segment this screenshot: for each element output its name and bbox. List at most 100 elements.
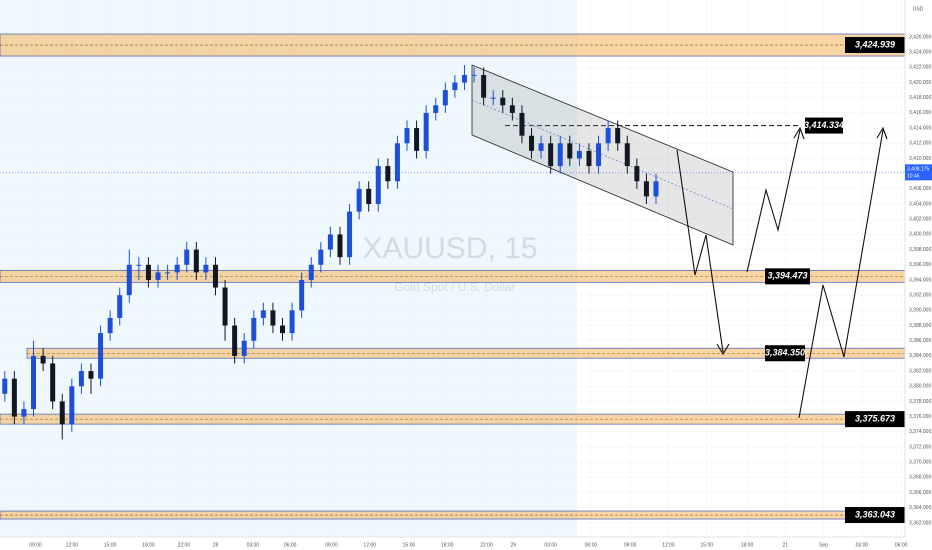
y-tick-label: 3,420.000 xyxy=(909,80,931,86)
price-axis xyxy=(905,0,932,550)
candle-body xyxy=(634,166,640,182)
candle-body xyxy=(299,279,305,311)
y-tick-label: 3,362.000 xyxy=(909,520,931,526)
y-tick-label: 3,398.000 xyxy=(909,247,931,253)
y-tick-label: 3,394.000 xyxy=(909,277,931,283)
currency: USD xyxy=(913,6,924,12)
candle-body xyxy=(78,371,84,387)
candle-body xyxy=(567,143,573,159)
candle-body xyxy=(615,128,621,144)
y-tick-label: 3,424.000 xyxy=(909,49,931,55)
candle-body xyxy=(356,188,362,212)
level-label: 3,363.043 xyxy=(855,509,895,519)
arrow-head xyxy=(876,126,888,140)
level-label-box xyxy=(805,117,843,134)
x-tick-label: 03:00 xyxy=(247,542,260,548)
candle-body xyxy=(471,74,477,76)
candle-body xyxy=(394,143,400,182)
x-tick-label: 15:00 xyxy=(104,542,117,548)
x-tick-label: 09:00 xyxy=(325,542,338,548)
arrow-head xyxy=(793,126,805,140)
candle-body xyxy=(98,333,104,379)
candle-body xyxy=(40,355,46,364)
candle-body xyxy=(318,249,324,265)
last-price-label: 3,408.175 xyxy=(907,167,929,173)
x-tick-label: 09:00 xyxy=(29,542,42,548)
candle-body xyxy=(203,264,209,273)
level-label-box xyxy=(845,507,905,524)
y-tick-label: 3,372.000 xyxy=(909,444,931,450)
candle-body xyxy=(404,128,410,144)
y-tick-label: 3,422.000 xyxy=(909,65,931,71)
level-label-box xyxy=(765,345,805,362)
candle-body xyxy=(366,188,372,205)
projection-path xyxy=(676,149,724,353)
x-tick-label: 06:00 xyxy=(895,542,908,548)
y-tick-label: 3,378.000 xyxy=(909,399,931,405)
zones xyxy=(0,33,906,520)
candle-body xyxy=(548,143,554,167)
y-tick-label: 3,364.000 xyxy=(909,505,931,511)
x-tick-label: 06:00 xyxy=(585,542,598,548)
candle-body xyxy=(136,264,142,266)
candle-body xyxy=(50,363,56,402)
x-tick-label: 18:00 xyxy=(441,542,454,548)
y-tick-label: 3,374.000 xyxy=(909,429,931,435)
candle-body xyxy=(155,272,161,280)
candle-body xyxy=(117,295,123,318)
x-tick-label: 12:00 xyxy=(363,542,376,548)
x-tick-label: 15:00 xyxy=(403,542,416,548)
candle-body xyxy=(481,74,487,98)
level-label: 3,384.350 xyxy=(765,348,805,358)
candle-body xyxy=(289,310,295,334)
last-price-box xyxy=(905,164,932,181)
candle-body xyxy=(308,264,314,280)
candle-body xyxy=(385,166,391,182)
x-tick-label: 03:00 xyxy=(544,542,557,548)
y-tick-label: 3,382.000 xyxy=(909,368,931,374)
arrow-head xyxy=(716,343,730,356)
candle-body xyxy=(222,287,228,326)
candle-body xyxy=(241,340,247,356)
level-label: 3,414.334 xyxy=(804,120,844,130)
candle-body xyxy=(423,112,429,151)
y-tick-label: 3,416.000 xyxy=(909,110,931,116)
candle-body xyxy=(174,264,180,273)
level-label: 3,394.473 xyxy=(767,271,807,281)
channel xyxy=(471,64,734,246)
axes: 3,362.000 3,364.000 3,366.000 3,368.000 3,37… xyxy=(29,34,932,548)
candle-body xyxy=(107,317,113,334)
y-tick-label: 3,396.000 xyxy=(909,262,931,268)
candle-body xyxy=(375,166,381,205)
candle-body xyxy=(232,325,238,356)
candle-body xyxy=(31,355,37,410)
candle-body xyxy=(251,317,257,341)
projections xyxy=(676,126,888,419)
level-labels: 3,424.939 3,394.473 3,384.350 3,375.673 3,36… xyxy=(765,37,905,524)
y-tick-label: 3,410.000 xyxy=(909,156,931,162)
candle-body xyxy=(586,150,592,167)
x-tick-label: 18:00 xyxy=(142,542,155,548)
candle-body xyxy=(145,264,151,280)
x-tick-label: 15:00 xyxy=(701,542,714,548)
level-label: 3,424.939 xyxy=(855,39,895,49)
candle-body xyxy=(21,409,27,417)
candle-body xyxy=(347,211,353,258)
channel-midline xyxy=(471,99,734,210)
candle-body xyxy=(280,325,286,334)
candle-body xyxy=(433,105,439,113)
x-tick-label: 09:00 xyxy=(624,542,637,548)
candle-body xyxy=(442,90,448,106)
projection-path xyxy=(798,129,884,419)
y-tick-label: 3,414.000 xyxy=(909,125,931,131)
x-tick-label: 21 xyxy=(783,542,789,548)
candle-body xyxy=(490,97,496,99)
candle-body xyxy=(624,143,630,167)
candle-body xyxy=(461,74,467,83)
candle-body xyxy=(212,264,218,288)
x-tick-label: 28 xyxy=(213,542,219,548)
candle-body xyxy=(88,371,94,379)
y-tick-label: 3,400.000 xyxy=(909,232,931,238)
candle-body xyxy=(519,112,525,136)
candles xyxy=(2,65,659,440)
